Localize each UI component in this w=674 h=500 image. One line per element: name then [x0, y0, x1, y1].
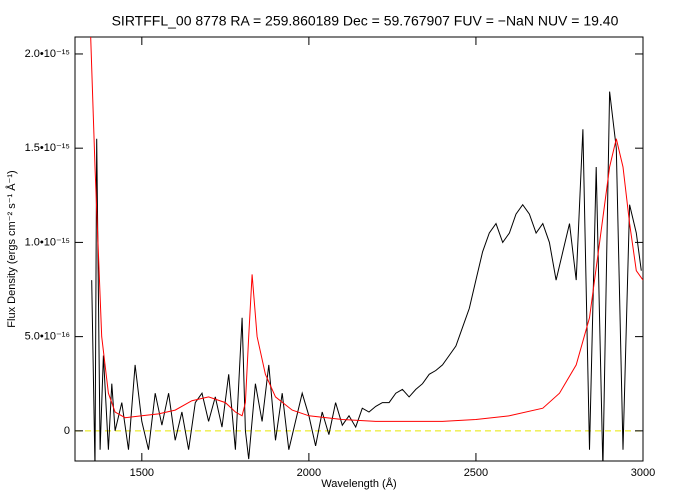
y-axis-label: Flux Density (ergs cm⁻² s⁻¹ Å⁻¹)	[5, 170, 18, 327]
spectrum-line	[90, 37, 643, 422]
y-tick-label: 0	[64, 425, 70, 437]
y-tick-label: 1.0•10⁻¹⁵	[25, 236, 70, 248]
x-tick-label: 2000	[297, 467, 321, 479]
chart-title: SIRTFFL_00 8778 RA = 259.860189 Dec = 59…	[112, 13, 619, 29]
y-tick-label: 1.5•10⁻¹⁵	[25, 142, 70, 154]
x-tick-label: 2500	[464, 467, 488, 479]
y-tick-label: 5.0•10⁻¹⁶	[25, 331, 70, 343]
plot-area	[75, 37, 643, 461]
plot-frame	[74, 36, 644, 462]
x-axis-label: Wavelength (Å)	[321, 477, 396, 490]
x-tick-label: 3000	[631, 467, 655, 479]
y-tick-label: 2.0•10⁻¹⁵	[25, 48, 70, 60]
spectrum-line	[91, 91, 642, 461]
x-tick-label: 1500	[130, 467, 154, 479]
